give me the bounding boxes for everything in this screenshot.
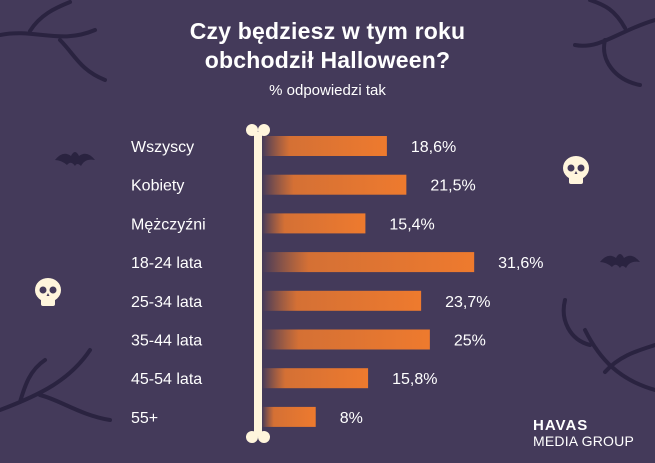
bar-1 <box>262 174 407 195</box>
value-label: 31,6% <box>498 255 543 272</box>
branch-bottom-left <box>0 348 112 422</box>
value-label: 15,8% <box>392 371 437 388</box>
category-labels-group: Wszyscy Kobiety Mężczyźni 18-24 lata 25-34 l… <box>131 139 206 427</box>
branch-bottom-right <box>561 298 655 392</box>
bone-axis <box>246 124 270 443</box>
category-label: Mężczyźni <box>131 216 206 233</box>
category-label: 25-34 lata <box>131 294 202 311</box>
bar-3 <box>262 252 475 273</box>
category-label: 45-54 lata <box>131 371 202 388</box>
bat-icon <box>600 254 640 268</box>
chart-subtitle: % odpowiedzi tak <box>269 82 386 99</box>
category-label: 18-24 lata <box>131 255 202 272</box>
branch-top-left <box>0 0 107 82</box>
bar-4 <box>262 290 422 311</box>
bar-5 <box>262 329 430 350</box>
category-label: Kobiety <box>131 178 184 195</box>
value-label: 21,5% <box>430 178 475 195</box>
bat-icon <box>55 152 95 166</box>
value-label: 8% <box>340 410 363 427</box>
logo-brand: HAVAS <box>533 417 589 434</box>
chart-title-line-1: Czy będziesz w tym roku <box>189 18 466 44</box>
chart-title-line-2: obchodził Halloween? <box>204 47 451 73</box>
category-label: Wszyscy <box>131 139 194 156</box>
bar-0 <box>262 136 387 156</box>
category-label: 55+ <box>131 410 158 427</box>
skull-icon <box>563 156 589 184</box>
value-labels-group: 18,6% 21,5% 15,4% 31,6% 23,7% 25% 15,8% 8% <box>340 139 544 427</box>
value-label: 23,7% <box>445 294 490 311</box>
havas-logo: HAVAS MEDIA GROUP <box>533 418 634 448</box>
value-label: 15,4% <box>389 216 434 233</box>
value-label: 18,6% <box>411 139 456 156</box>
bar-7 <box>262 406 316 427</box>
skull-icon <box>35 278 61 306</box>
bar-6 <box>262 368 369 389</box>
decoration <box>0 0 655 422</box>
bars-group <box>262 136 475 427</box>
value-label: 25% <box>454 333 486 350</box>
logo-subtitle: MEDIA GROUP <box>533 433 634 449</box>
category-label: 35-44 lata <box>131 333 202 350</box>
bar-2 <box>262 213 366 234</box>
branch-top-right <box>573 0 655 87</box>
